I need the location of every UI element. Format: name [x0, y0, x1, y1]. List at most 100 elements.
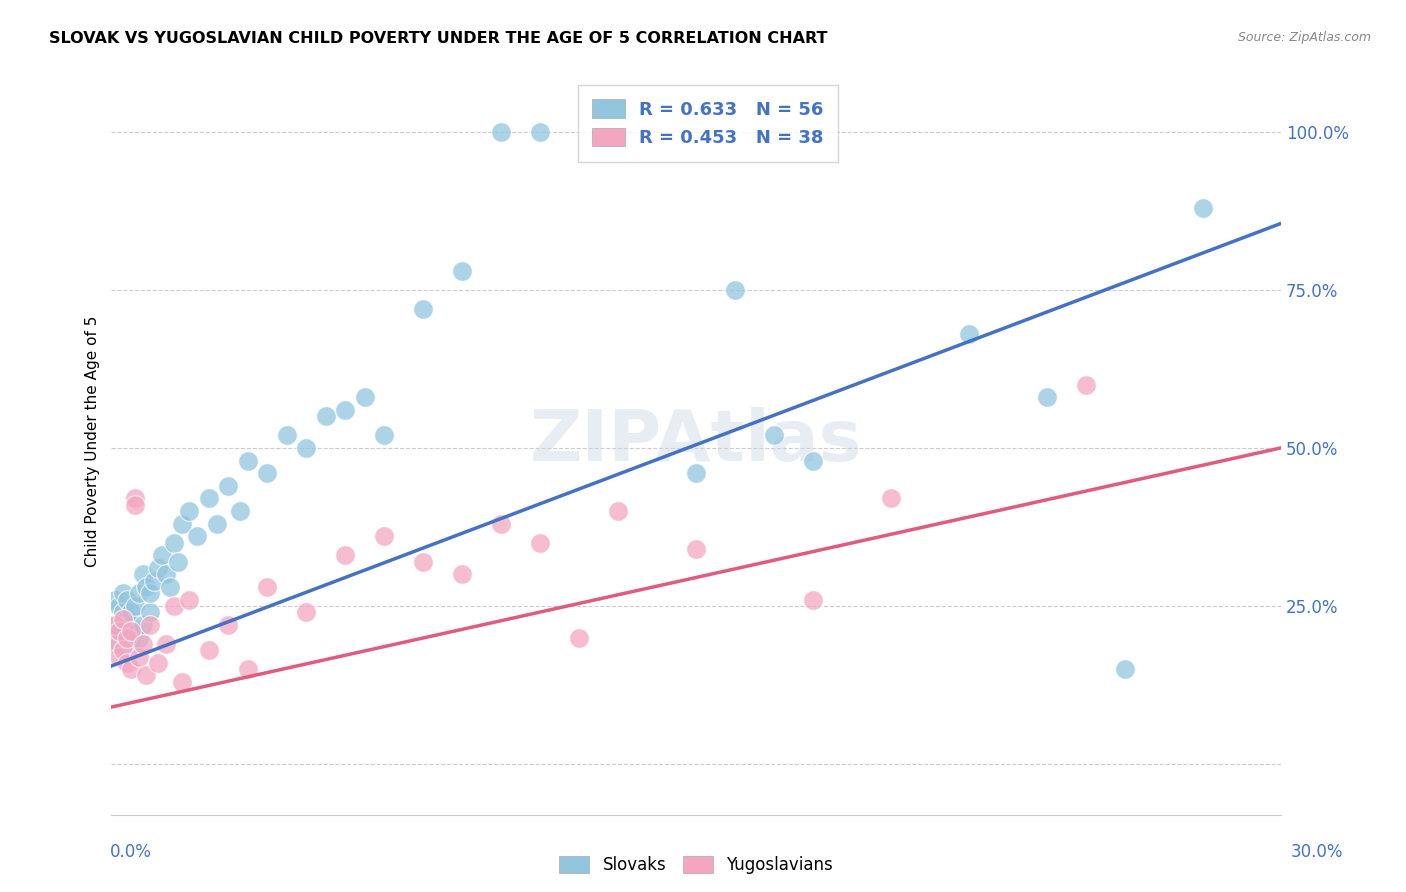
- Point: [112, 643, 135, 657]
- Point: [568, 631, 591, 645]
- Legend: R = 0.633   N = 56, R = 0.453   N = 38: R = 0.633 N = 56, R = 0.453 N = 38: [578, 85, 838, 161]
- Point: [104, 592, 127, 607]
- Point: [115, 611, 138, 625]
- Point: [451, 567, 474, 582]
- Point: [373, 529, 395, 543]
- Point: [128, 586, 150, 600]
- Point: [229, 504, 252, 518]
- Point: [155, 567, 177, 582]
- Y-axis label: Child Poverty Under the Age of 5: Child Poverty Under the Age of 5: [86, 316, 100, 567]
- Point: [295, 605, 318, 619]
- Point: [1192, 201, 1215, 215]
- Point: [186, 529, 208, 543]
- Point: [256, 580, 278, 594]
- Point: [139, 586, 162, 600]
- Point: [120, 624, 142, 639]
- Text: 0.0%: 0.0%: [110, 843, 152, 861]
- Point: [124, 624, 146, 639]
- Point: [124, 599, 146, 613]
- Point: [607, 504, 630, 518]
- Text: 30.0%: 30.0%: [1291, 843, 1343, 861]
- Point: [124, 498, 146, 512]
- Point: [198, 491, 221, 506]
- Point: [139, 605, 162, 619]
- Point: [256, 466, 278, 480]
- Point: [150, 549, 173, 563]
- Point: [104, 618, 127, 632]
- Point: [217, 618, 239, 632]
- Point: [295, 441, 318, 455]
- Point: [412, 301, 434, 316]
- Point: [112, 586, 135, 600]
- Text: ZIPAtlas: ZIPAtlas: [530, 407, 862, 476]
- Point: [131, 567, 153, 582]
- Point: [155, 637, 177, 651]
- Point: [491, 125, 513, 139]
- Point: [148, 656, 170, 670]
- Point: [120, 637, 142, 651]
- Point: [353, 390, 375, 404]
- Point: [205, 516, 228, 531]
- Point: [801, 453, 824, 467]
- Point: [124, 491, 146, 506]
- Point: [115, 592, 138, 607]
- Point: [131, 618, 153, 632]
- Point: [112, 605, 135, 619]
- Point: [236, 453, 259, 467]
- Point: [108, 637, 131, 651]
- Point: [1074, 377, 1097, 392]
- Point: [112, 624, 135, 639]
- Point: [763, 428, 786, 442]
- Point: [957, 327, 980, 342]
- Point: [108, 649, 131, 664]
- Point: [335, 403, 357, 417]
- Point: [112, 611, 135, 625]
- Point: [491, 516, 513, 531]
- Point: [104, 637, 127, 651]
- Point: [163, 535, 186, 549]
- Point: [179, 504, 201, 518]
- Point: [685, 466, 707, 480]
- Point: [315, 409, 337, 424]
- Point: [198, 643, 221, 657]
- Text: SLOVAK VS YUGOSLAVIAN CHILD POVERTY UNDER THE AGE OF 5 CORRELATION CHART: SLOVAK VS YUGOSLAVIAN CHILD POVERTY UNDE…: [49, 31, 828, 46]
- Point: [120, 618, 142, 632]
- Point: [135, 668, 157, 682]
- Point: [170, 516, 193, 531]
- Point: [143, 574, 166, 588]
- Point: [120, 605, 142, 619]
- Point: [159, 580, 181, 594]
- Point: [685, 541, 707, 556]
- Point: [880, 491, 903, 506]
- Point: [373, 428, 395, 442]
- Point: [335, 549, 357, 563]
- Point: [412, 555, 434, 569]
- Point: [108, 599, 131, 613]
- Point: [131, 637, 153, 651]
- Point: [139, 618, 162, 632]
- Point: [179, 592, 201, 607]
- Point: [108, 624, 131, 639]
- Point: [1114, 662, 1136, 676]
- Point: [115, 631, 138, 645]
- Point: [128, 649, 150, 664]
- Point: [1036, 390, 1059, 404]
- Point: [104, 618, 127, 632]
- Point: [801, 592, 824, 607]
- Point: [276, 428, 298, 442]
- Point: [120, 662, 142, 676]
- Point: [236, 662, 259, 676]
- Point: [529, 535, 551, 549]
- Point: [148, 561, 170, 575]
- Text: Source: ZipAtlas.com: Source: ZipAtlas.com: [1237, 31, 1371, 45]
- Point: [115, 656, 138, 670]
- Point: [115, 631, 138, 645]
- Point: [163, 599, 186, 613]
- Point: [128, 631, 150, 645]
- Point: [451, 264, 474, 278]
- Point: [166, 555, 188, 569]
- Point: [217, 479, 239, 493]
- Point: [529, 125, 551, 139]
- Point: [135, 580, 157, 594]
- Point: [170, 674, 193, 689]
